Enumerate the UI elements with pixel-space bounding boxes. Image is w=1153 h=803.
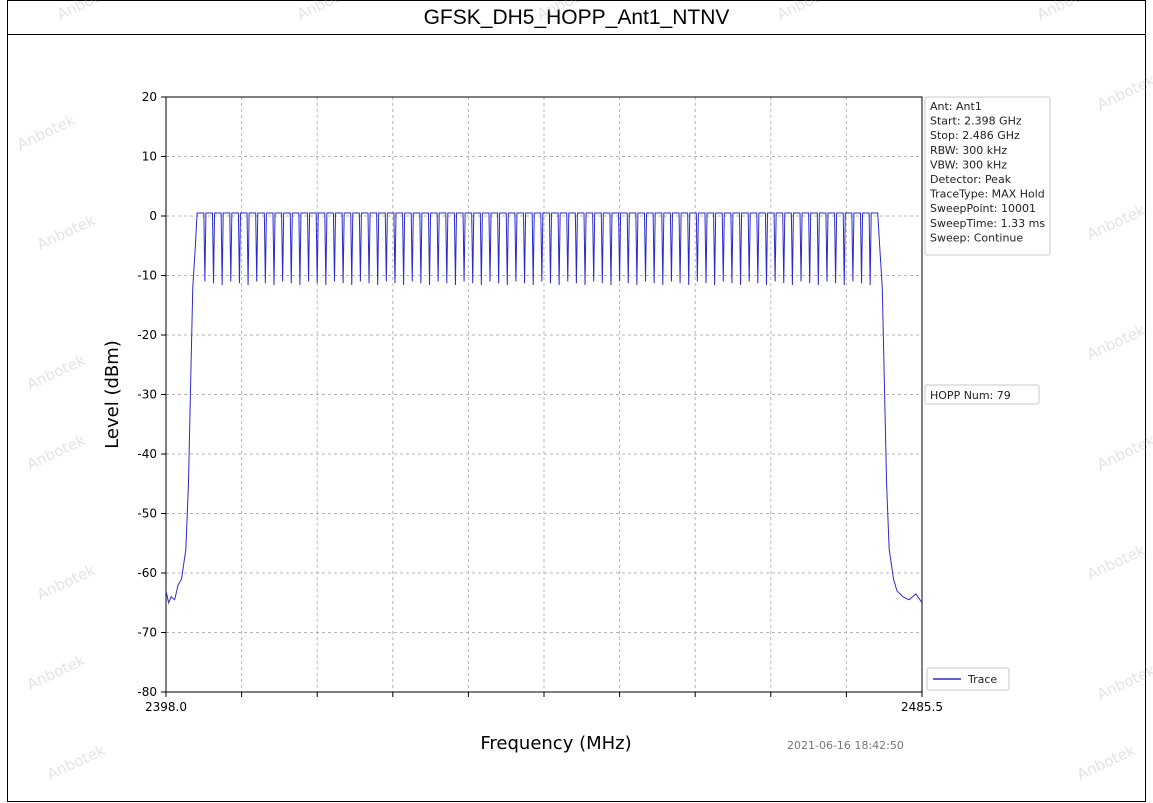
watermark-8: Anbotek (1084, 201, 1148, 244)
watermark-4: Anbotek (1034, 0, 1098, 24)
hopp-num-label: HOPP Num: 79 (930, 389, 1011, 402)
watermark-3: Anbotek (774, 0, 838, 24)
y-tick-label-5: -30 (137, 388, 157, 402)
watermark-9: Anbotek (24, 351, 88, 394)
x-tick-label-1: 2485.5 (901, 700, 943, 714)
y-tick-label-1: 10 (142, 150, 157, 164)
info-line-7: SweepPoint: 10001 (930, 202, 1036, 215)
x-tick-label-0: 2398.0 (145, 700, 187, 714)
watermark-12: Anbotek (1094, 431, 1153, 474)
watermark-15: Anbotek (24, 651, 88, 694)
watermark-16: Anbotek (1094, 661, 1153, 704)
info-line-3: RBW: 300 kHz (930, 144, 1007, 157)
watermark-1: Anbotek (294, 0, 358, 24)
watermark-6: Anbotek (1094, 71, 1153, 114)
info-line-0: Ant: Ant1 (930, 100, 982, 113)
info-line-1: Start: 2.398 GHz (930, 115, 1022, 128)
watermark-17: Anbotek (44, 741, 108, 784)
y-tick-label-9: -70 (137, 626, 157, 640)
watermark-13: Anbotek (34, 561, 98, 604)
page-title: GFSK_DH5_HOPP_Ant1_NTNV (8, 1, 1145, 35)
info-line-2: Stop: 2.486 GHz (930, 129, 1020, 142)
hopp-num-box: HOPP Num: 79 (924, 384, 1040, 405)
y-tick-label-6: -40 (137, 447, 157, 461)
info-box-frame (924, 96, 1051, 256)
grid-lines (166, 97, 922, 692)
y-axis: 20 10 0 -10 -20 -30 -40 -50 -60 -70 -80 (137, 90, 166, 699)
watermark-0: Anbotek (54, 0, 118, 24)
y-tick-label-0: 20 (142, 90, 157, 104)
x-axis-label: Frequency (MHz) (480, 733, 631, 754)
info-line-8: SweepTime: 1.33 ms (930, 217, 1045, 230)
watermark-14: Anbotek (1084, 541, 1148, 584)
legend-entry-trace: Trace (967, 673, 997, 686)
y-axis-label: Level (dBm) (102, 340, 123, 449)
legend: Trace (926, 667, 1010, 691)
watermark-5: Anbotek (14, 111, 78, 154)
info-line-9: Sweep: Continue (930, 231, 1023, 244)
info-line-6: TraceType: MAX Hold (929, 188, 1045, 201)
watermark-18: Anbotek (1074, 741, 1138, 784)
watermark-10: Anbotek (1084, 321, 1148, 364)
y-tick-label-8: -60 (137, 566, 157, 580)
y-tick-label-10: -80 (137, 685, 157, 699)
trace-line (165, 212, 923, 605)
y-tick-label-4: -20 (137, 328, 157, 342)
watermark-11: Anbotek (24, 431, 88, 474)
watermark-2: Anbotek (534, 0, 598, 24)
y-tick-label-3: -10 (137, 269, 157, 283)
info-line-4: VBW: 300 kHz (930, 158, 1007, 171)
x-axis: 2398.0 2485.5 (145, 692, 943, 714)
y-tick-label-7: -50 (137, 507, 157, 521)
watermark-7: Anbotek (34, 211, 98, 254)
timestamp: 2021-06-16 18:42:50 (787, 739, 904, 752)
y-tick-label-2: 0 (149, 209, 157, 223)
info-line-5: Detector: Peak (930, 173, 1012, 186)
